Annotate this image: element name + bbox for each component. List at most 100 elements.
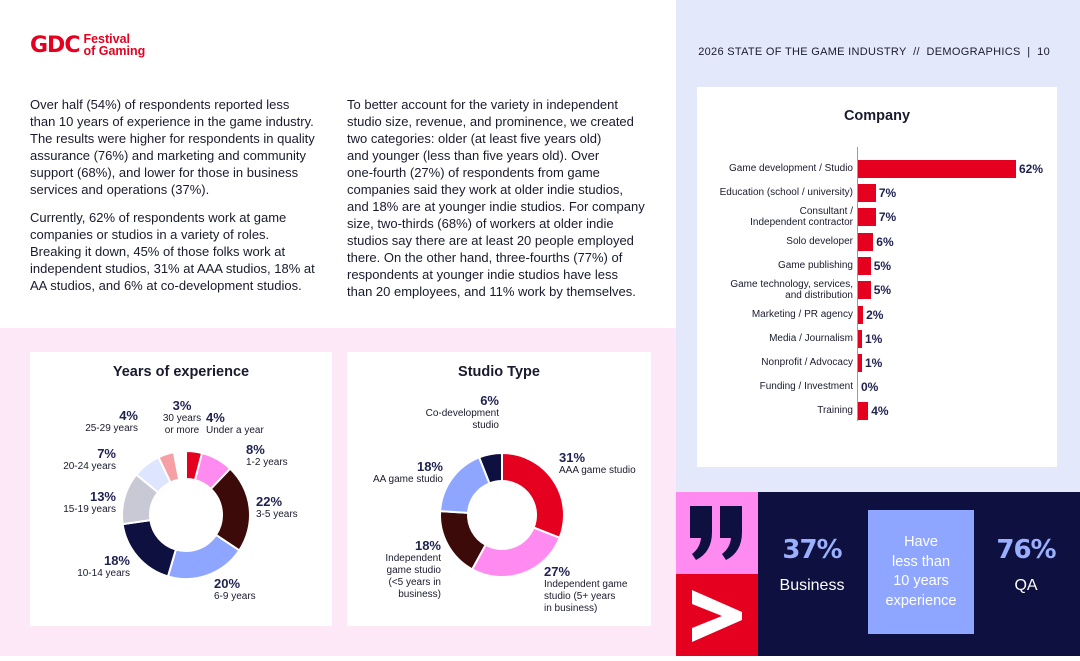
donut-label-name: business) xyxy=(398,589,441,600)
donut-label: 4% Under a year xyxy=(206,410,276,437)
paragraph-line: The results were higher for respondents … xyxy=(30,131,315,146)
donut-label: 4% 25-29 years xyxy=(64,408,138,435)
company-bar xyxy=(858,306,864,324)
donut-label: 27% Independent game studio (5+ years in bu… xyxy=(544,564,644,615)
company-bar-value: 2% xyxy=(866,308,884,322)
company-bar-value: 5% xyxy=(873,283,892,297)
donut-label: 20% 6-9 years xyxy=(214,576,284,603)
paragraph-line: companies or studios in a variety of rol… xyxy=(30,227,270,242)
donut-label-percent: 22% xyxy=(256,494,283,509)
company-bar xyxy=(858,208,876,226)
donut-label-percent: 20% xyxy=(214,576,241,591)
company-bar-row: Game technology, services, and distributi… xyxy=(697,279,1057,301)
company-bar-label: Solo developer xyxy=(697,236,853,247)
paragraph-line: support (68%), and lower for those in bu… xyxy=(30,165,299,180)
company-title: Company xyxy=(843,108,911,124)
paragraph-line: Currently, 62% of respondents work at ga… xyxy=(30,210,287,225)
company-bar-row: Training 4% xyxy=(697,402,1057,420)
paragraph-line: than 20 employees, and 11% work by thems… xyxy=(347,284,636,299)
studio-type-title: Studio Type xyxy=(458,364,540,380)
donut-label-percent: 27% xyxy=(544,564,571,579)
donut-label-name: 6-9 years xyxy=(214,591,256,602)
donut-label-name: studio (5+ years xyxy=(544,591,616,602)
donut-label-percent: 3% xyxy=(172,398,192,413)
donut-label-name: game studio xyxy=(386,565,441,576)
paragraph-line: two categories: older (at least five yea… xyxy=(347,131,602,146)
company-bar-label: Game development / Studio xyxy=(697,163,853,174)
company-bar-label-line: Media / Journalism xyxy=(769,333,853,344)
donut-slice-30-years-or-more xyxy=(172,449,187,481)
donut-label: 3% 30 years or more xyxy=(142,398,222,437)
company-card: Company Game development / Studio 62% Educ… xyxy=(697,87,1057,467)
paragraph-line: one-fourth (27%) of respondents from gam… xyxy=(347,165,600,180)
donut-slice-aaa-game-studio xyxy=(501,451,565,540)
company-bar-value: 1% xyxy=(865,332,883,346)
company-bar-label: Game technology, services, and distributi… xyxy=(697,279,853,301)
paragraph-line: services and operations (37%). xyxy=(30,182,210,197)
donut-label-name: 1-2 years xyxy=(246,457,288,468)
paragraph-line: studios say there are at least 20 people… xyxy=(347,233,634,248)
arrow-tile xyxy=(676,574,758,656)
donut-label-percent: 6% xyxy=(480,393,499,408)
callout-line: 10 years xyxy=(893,573,949,589)
logo-mark: GDC xyxy=(30,32,80,58)
paragraph-line: AA studios, and 6% at co-development stu… xyxy=(30,278,302,293)
donut-label-name: AAA game studio xyxy=(559,465,636,476)
experience-callout-text: Have less than 10 years experience xyxy=(886,533,957,611)
report-title: 2026 STATE OF THE GAME INDUSTRY // DEMOG… xyxy=(698,46,1050,58)
years-experience-card: Years of experience 4% Under a year 8% 1-2 … xyxy=(30,352,332,626)
company-bar-label-line: Game development / Studio xyxy=(729,163,853,174)
paragraph-line: than 10 years of experience in the game … xyxy=(30,114,314,129)
donut-label-name: (<5 years in xyxy=(388,577,441,588)
donut-label: 13% 15-19 years xyxy=(26,489,116,516)
donut-label-percent: 4% xyxy=(119,408,138,423)
company-bar-label-line: Education (school / university) xyxy=(719,187,853,198)
col2-paragraph-1: To better account for the variety in ind… xyxy=(347,96,647,300)
company-bar-value: 0% xyxy=(861,380,879,394)
donut-label: 18% Independent game studio (<5 years in bus… xyxy=(347,538,441,601)
donut-label: 8% 1-2 years xyxy=(246,442,316,469)
donut-label-percent: 18% xyxy=(416,459,443,474)
company-bar-label-line: Consultant / xyxy=(799,206,853,217)
company-bar-row: Game development / Studio 62% xyxy=(697,160,1057,178)
company-bar-row: Marketing / PR agency 2% xyxy=(697,306,1057,324)
donut-label-name: 25-29 years xyxy=(85,423,138,434)
company-bar-row: Funding / Investment 0% xyxy=(697,378,1057,396)
stat-qa-label: QA xyxy=(1014,577,1038,594)
company-bar-label-line: Marketing / PR agency xyxy=(751,309,853,320)
company-bar-label: Education (school / university) xyxy=(697,187,853,198)
donut-label-name: 15-19 years xyxy=(63,504,116,515)
paragraph-line: independent studios, 31% at AAA studios,… xyxy=(30,261,315,276)
donut-label-percent: 31% xyxy=(559,450,586,465)
company-bar xyxy=(858,354,862,372)
company-bar-label-line: Independent contractor xyxy=(750,217,853,228)
company-bar xyxy=(858,184,876,202)
paragraph-line: respondents at younger indie studios hav… xyxy=(347,267,619,282)
company-bar xyxy=(858,281,871,299)
company-bar-row: Game publishing 5% xyxy=(697,257,1057,275)
company-bar xyxy=(858,402,869,420)
donut-label: 31% AAA game studio xyxy=(559,450,649,477)
company-bar-value: 1% xyxy=(865,356,883,370)
company-bar-value: 7% xyxy=(878,186,897,200)
company-bar-label: Training xyxy=(697,405,853,416)
company-bar-value: 5% xyxy=(873,259,892,273)
donut-label: 6% Co-development studio xyxy=(407,393,499,432)
company-bar xyxy=(858,330,862,348)
stat-business-label: Business xyxy=(779,577,845,594)
donut-label-percent: 18% xyxy=(103,553,130,568)
paragraph-line: studio size, revenue, and prominence, we… xyxy=(347,114,634,129)
studio-type-donut xyxy=(439,451,565,578)
company-bar-label-line: Nonprofit / Advocacy xyxy=(761,357,853,368)
logo-wordmark: Festival of Gaming xyxy=(83,32,146,58)
callout-line: Have xyxy=(904,534,938,550)
donut-label-name: 10-14 years xyxy=(77,568,130,579)
years-experience-title: Years of experience xyxy=(112,364,250,380)
company-bar-label: Nonprofit / Advocacy xyxy=(697,357,853,368)
col1-paragraph-2: Currently, 62% of respondents work at ga… xyxy=(30,209,330,294)
company-bar-value: 6% xyxy=(876,235,894,249)
paragraph-line: and younger (less than five years old). … xyxy=(347,148,600,163)
company-bar-label-line: Solo developer xyxy=(786,236,853,247)
company-bar xyxy=(858,257,871,275)
company-bar-value: 7% xyxy=(878,210,897,224)
